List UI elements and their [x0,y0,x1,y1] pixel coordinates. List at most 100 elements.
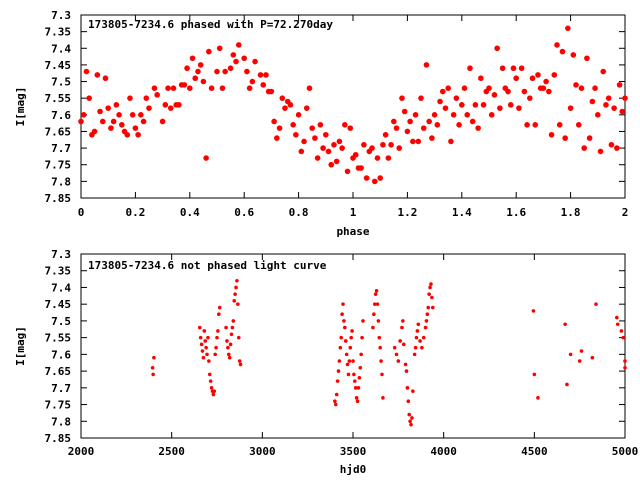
phased-data-point [391,118,397,125]
phased-data-point [301,138,307,145]
phased-plot-frame [80,14,626,199]
unphased-y-tick-label: 7.7 [51,382,71,395]
phased-data-point [589,98,596,105]
phased-data-point [605,95,612,101]
unphased-x-axis-label: hjd0 [340,463,367,476]
unphased-y-axis: 7.3 7.35 7.4 7.45 7.5 7.55 7.6 7.65 7.7 7.75 7.8 7.… [45,248,625,445]
phased-data-point [78,118,84,125]
unphased-data-point [354,396,359,400]
unphased-data-point [425,312,430,317]
unphased-data-point [203,339,208,343]
unphased-x-tick-label: 2500 [158,445,185,458]
phased-data-point [565,25,571,32]
phased-x-tick-label: 0.2 [125,206,145,219]
unphased-data-point [380,372,384,377]
phased-data-point [456,122,462,128]
phased-data-point [507,102,514,108]
unphased-data-point [563,322,567,327]
unphased-data-point [228,342,233,347]
unphased-y-tick-label: 7.4 [51,281,71,294]
unphased-data-point [336,369,341,373]
phased-data-point [518,65,525,72]
unphased-data-point [207,359,211,363]
unphased-data-point [426,305,431,310]
phased-data-point [195,68,201,75]
unphased-data-point [371,325,375,330]
unphased-light-curve-panel: 7.3 7.35 7.4 7.45 7.5 7.55 7.6 7.65 7.7 7.75 7.8 7.… [14,248,638,476]
unphased-data-point [359,352,363,357]
phased-x-tick-label: 0.4 [180,206,200,219]
phased-data-point [293,131,299,138]
unphased-data-point [565,382,569,387]
unphased-data-point [394,352,399,357]
unphased-y-tick-label: 7.75 [45,399,72,412]
phased-data-point [197,62,204,68]
phased-data-point [344,168,351,175]
unphased-data-point [348,345,353,350]
unphased-y-tick-label: 7.65 [45,365,72,378]
unphased-data-point [407,412,412,417]
phased-data-point [611,105,617,111]
phased-y-tick-label: 7.8 [51,175,71,188]
phased-data-point [614,145,620,151]
phased-data-point [260,82,267,88]
unphased-data-point [230,325,235,330]
unphased-data-point [208,379,213,383]
unphased-data-point [333,399,337,404]
unphased-x-tick-label: 2000 [68,445,95,458]
phased-data-point [369,145,375,151]
unphased-data-point [335,379,340,383]
unphased-data-point [372,312,376,317]
phased-data-point [499,65,506,72]
phased-data-point [532,122,539,128]
phased-data-point [578,85,585,91]
phased-data-point [110,118,117,125]
phased-data-point [524,122,530,128]
unphased-data-point [205,352,209,357]
unphased-plot-title: 173805-7234.6 not phased light curve [88,259,327,272]
unphased-data-point [615,322,620,327]
unphased-data-point [410,416,414,420]
unphased-y-tick-label: 7.8 [51,415,71,428]
phased-data-point [124,131,131,138]
phased-data-point [595,112,601,118]
phased-data-point [600,68,607,75]
phased-plot-title: 173805-7234.6 phased with P=72.270day [88,18,333,31]
unphased-data-point [347,359,352,363]
phased-data-point [331,141,337,148]
phased-data-point [374,155,381,161]
unphased-y-tick-label: 7.6 [51,348,71,361]
phased-data-point [404,128,411,135]
phased-y-tick-label: 7.75 [45,159,72,172]
phased-data-point [252,58,258,65]
phased-data-point [206,48,212,55]
phased-x-tick-label: 1.2 [397,206,417,219]
unphased-data-point [401,342,406,347]
unphased-data-point [224,325,228,330]
phased-data-point [567,105,574,111]
phased-data-point [608,141,615,148]
unphased-data-point [358,365,363,370]
unphased-data-point [334,392,339,397]
phased-data-point [516,105,522,111]
phased-data-point [619,108,626,115]
unphased-data-point [430,295,434,300]
phased-data-point [143,95,150,101]
unphased-data-point [392,345,397,350]
phased-data-point [151,85,158,91]
phased-x-tick-label: 1.4 [452,206,472,219]
unphased-data-point [412,352,417,357]
phased-data-point [271,118,277,125]
phased-data-point [352,151,359,158]
phased-data-point [548,131,555,138]
unphased-data-point [411,389,415,393]
phased-data-point [189,55,196,62]
unphased-data-point [346,372,351,377]
unphased-data-point [416,322,421,327]
phased-y-axis-label: I[mag] [14,87,27,127]
phased-data-point [83,68,90,75]
phased-data-point [622,95,628,101]
phased-data-point [165,85,171,91]
phased-data-point [108,125,114,131]
